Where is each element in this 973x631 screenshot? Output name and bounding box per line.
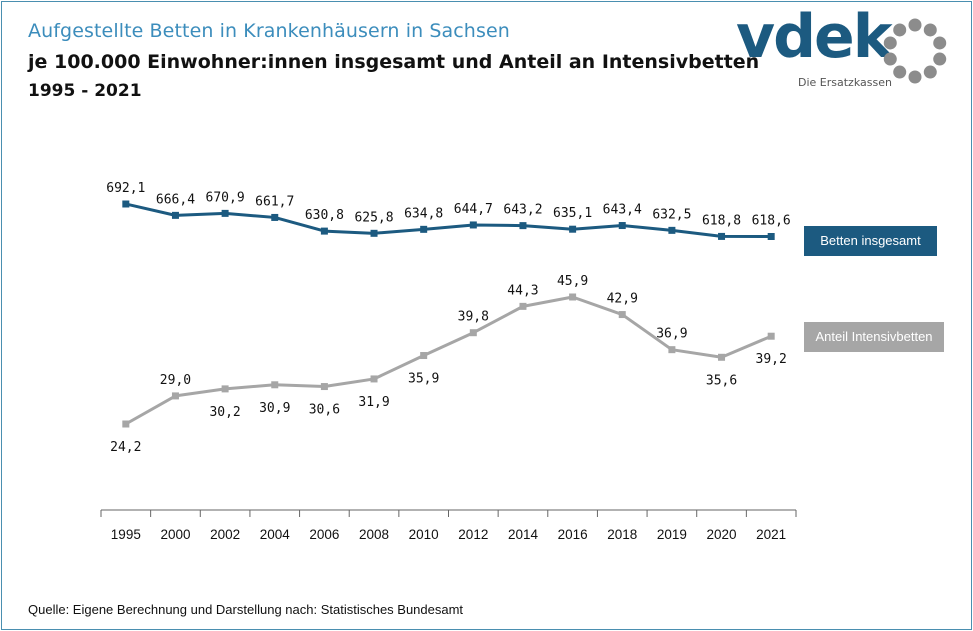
data-label-anteil-intensivbetten-1995: 24,2 (110, 440, 141, 455)
data-label-anteil-intensivbetten-2012: 39,8 (458, 310, 489, 325)
x-tick-label-2021: 2021 (756, 527, 786, 542)
data-point-betten-insgesamt-2021 (767, 233, 775, 240)
x-tick-label-2000: 2000 (160, 527, 190, 542)
logo-ring-dot (933, 36, 947, 50)
logo-ring-dot (883, 52, 897, 66)
data-label-anteil-intensivbetten-2004: 30,9 (259, 401, 290, 416)
data-label-anteil-intensivbetten-2021: 39,2 (756, 352, 787, 367)
data-point-anteil-intensivbetten-2002 (221, 385, 229, 393)
data-point-anteil-intensivbetten-2016 (569, 293, 577, 301)
series-line-betten-insgesamt (125, 202, 772, 238)
logo-ring-dot (908, 70, 922, 84)
data-label-anteil-intensivbetten-2000: 29,0 (160, 373, 191, 388)
x-tick-label-2014: 2014 (508, 527, 539, 542)
logo-ring-dot (923, 65, 937, 79)
data-point-anteil-intensivbetten-2004 (271, 381, 279, 389)
data-label-anteil-intensivbetten-2019: 36,9 (656, 327, 687, 342)
source-note: Quelle: Eigene Berechnung und Darstellun… (28, 602, 464, 617)
x-tick-label-2019: 2019 (657, 527, 687, 542)
data-label-anteil-intensivbetten-2016: 45,9 (557, 274, 588, 289)
data-label-anteil-intensivbetten-2020: 35,6 (706, 373, 737, 388)
data-point-betten-insgesamt-2004 (271, 213, 279, 221)
data-point-anteil-intensivbetten-2010 (420, 352, 428, 360)
x-tick-label-2008: 2008 (359, 527, 389, 542)
logo-ring-dot (883, 36, 897, 50)
logo-ring-icon (883, 18, 947, 84)
x-tick-label-2010: 2010 (409, 527, 439, 542)
data-point-anteil-intensivbetten-2018 (618, 311, 626, 319)
data-label-anteil-intensivbetten-2006: 30,6 (309, 403, 340, 418)
logo-ring-dot (893, 23, 907, 37)
logo-ring-dot (933, 52, 947, 66)
logo-ring-dot (908, 18, 922, 32)
x-tick-label-2004: 2004 (260, 527, 291, 542)
data-point-betten-insgesamt-2020 (718, 232, 726, 240)
data-label-betten-insgesamt-2010: 634,8 (404, 206, 443, 221)
data-label-betten-insgesamt-2020: 618,8 (702, 213, 741, 228)
x-tick-label-2020: 2020 (707, 527, 737, 542)
data-label-betten-insgesamt-2021: 618,6 (752, 214, 791, 229)
data-label-betten-insgesamt-2008: 625,8 (354, 210, 393, 225)
data-point-betten-insgesamt-2008 (370, 229, 378, 237)
chart-subtitle: je 100.000 Einwohner:innen insgesamt und… (28, 51, 760, 73)
data-label-betten-insgesamt-1995: 692,1 (106, 181, 145, 196)
data-point-anteil-intensivbetten-2020 (718, 353, 726, 361)
logo-ring-dot (893, 65, 907, 79)
x-tick-label-2006: 2006 (309, 527, 339, 542)
x-tick-label-2012: 2012 (458, 527, 488, 542)
logo-tagline: Die Ersatzkassen (798, 76, 892, 89)
logo-ring-dot (923, 23, 937, 37)
data-point-betten-insgesamt-2012 (469, 221, 477, 229)
legend-anteil-intensivbetten: Anteil Intensivbetten (804, 322, 944, 352)
legend-betten-insgesamt: Betten insgesamt (804, 226, 937, 256)
series-line-anteil-intensivbetten (125, 295, 772, 426)
x-tick-label-2016: 2016 (558, 527, 588, 542)
data-point-betten-insgesamt-2000 (171, 211, 179, 219)
data-label-betten-insgesamt-2016: 635,1 (553, 206, 592, 221)
data-point-anteil-intensivbetten-2000 (171, 392, 179, 400)
x-tick-label-2018: 2018 (607, 527, 637, 542)
data-label-betten-insgesamt-2002: 670,9 (206, 190, 245, 205)
data-label-betten-insgesamt-2018: 643,4 (603, 203, 642, 218)
data-point-anteil-intensivbetten-2008 (370, 375, 378, 383)
logo-wordmark: vdek (736, 2, 893, 72)
chart-title: Aufgestellte Betten in Krankenhäusern in… (28, 20, 510, 42)
data-label-betten-insgesamt-2004: 661,7 (255, 194, 294, 209)
x-tick-label-1995: 1995 (111, 527, 141, 542)
data-label-anteil-intensivbetten-2014: 44,3 (507, 283, 538, 298)
data-label-anteil-intensivbetten-2018: 42,9 (607, 292, 638, 307)
data-label-anteil-intensivbetten-2010: 35,9 (408, 372, 439, 387)
data-point-betten-insgesamt-1995 (122, 200, 130, 208)
data-point-betten-insgesamt-2016 (569, 225, 577, 233)
data-label-anteil-intensivbetten-2002: 30,2 (209, 405, 240, 420)
data-point-betten-insgesamt-2006 (320, 227, 328, 235)
data-label-betten-insgesamt-2019: 632,5 (652, 207, 691, 222)
data-label-betten-insgesamt-2014: 643,2 (503, 203, 542, 218)
data-point-anteil-intensivbetten-2014 (519, 302, 527, 310)
data-label-betten-insgesamt-2012: 644,7 (454, 202, 493, 217)
data-label-betten-insgesamt-2000: 666,4 (156, 192, 195, 207)
x-tick-label-2002: 2002 (210, 527, 240, 542)
data-point-anteil-intensivbetten-2012 (469, 329, 477, 337)
data-point-anteil-intensivbetten-2019 (668, 346, 676, 354)
chart-period: 1995 - 2021 (28, 81, 142, 101)
data-point-anteil-intensivbetten-2021 (767, 332, 775, 340)
data-label-betten-insgesamt-2006: 630,8 (305, 208, 344, 223)
data-point-betten-insgesamt-2014 (519, 222, 527, 230)
data-point-betten-insgesamt-2010 (420, 225, 428, 233)
data-label-anteil-intensivbetten-2008: 31,9 (358, 395, 389, 410)
data-point-betten-insgesamt-2002 (221, 209, 229, 217)
data-point-betten-insgesamt-2018 (618, 222, 626, 230)
data-point-anteil-intensivbetten-2006 (320, 383, 328, 391)
data-point-betten-insgesamt-2019 (668, 226, 676, 234)
vdek-logo: vdek Die Ersatzkassen (736, 2, 956, 96)
data-point-anteil-intensivbetten-1995 (122, 420, 130, 428)
